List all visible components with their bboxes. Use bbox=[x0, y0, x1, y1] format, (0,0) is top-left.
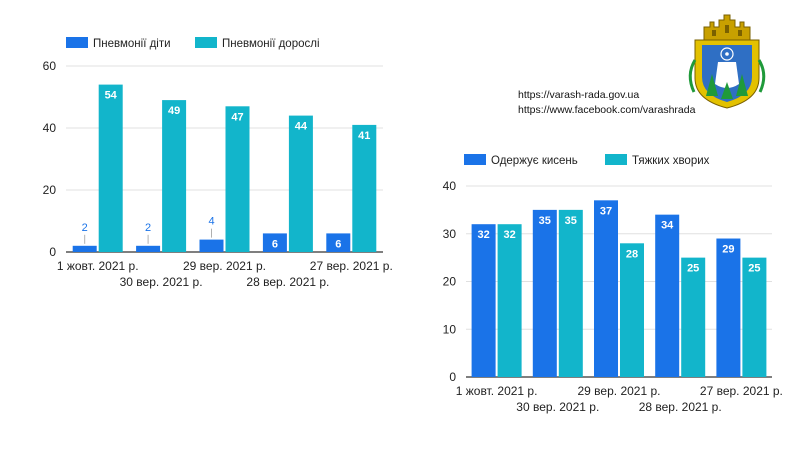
y-tick-label: 10 bbox=[443, 322, 457, 336]
chart1-x-axis: 1 жовт. 2021 р. 30 вер. 2021 р. 29 вер. 20… bbox=[57, 259, 393, 289]
legend-swatch-children bbox=[66, 37, 88, 48]
y-tick-label: 20 bbox=[43, 183, 57, 197]
legend-label-severe: Тяжких хворих bbox=[632, 155, 710, 167]
bar-series2 bbox=[225, 106, 250, 252]
data-label: 54 bbox=[105, 90, 118, 102]
pneumonia-chart: Пневмонії діти Пневмонії дорослі 0204060… bbox=[43, 37, 393, 289]
bar-series2 bbox=[497, 224, 522, 377]
data-label: 37 bbox=[600, 205, 612, 217]
x-tick-label: 30 вер. 2021 р. bbox=[120, 275, 203, 289]
chart2-value-labels: 32 32 35 35 37 28 34 25 29 25 bbox=[477, 205, 760, 274]
legend-label-oxygen: Одержує кисень bbox=[491, 155, 578, 167]
oxygen-severity-chart: Одержує кисень Тяжких хворих 0 10 20 30 40 3… bbox=[443, 154, 783, 414]
y-tick-label: 0 bbox=[49, 245, 56, 259]
y-tick-label: 30 bbox=[443, 227, 457, 241]
bar-series2 bbox=[288, 115, 313, 252]
chart1-y-axis: 0 20 40 60 bbox=[43, 59, 57, 259]
chart2-y-axis: 0 10 20 30 40 bbox=[443, 179, 457, 384]
bar-series1 bbox=[199, 239, 224, 252]
bar-series1 bbox=[326, 233, 351, 252]
data-label: 4 bbox=[208, 216, 214, 228]
data-label: 35 bbox=[565, 215, 577, 227]
x-tick-label: 28 вер. 2021 р. bbox=[639, 400, 722, 414]
data-label: 28 bbox=[626, 248, 638, 260]
data-label: 6 bbox=[272, 238, 278, 250]
bar-series1 bbox=[471, 224, 496, 377]
y-tick-label: 40 bbox=[43, 121, 57, 135]
bar-series2 bbox=[162, 100, 187, 252]
legend-swatch-adults bbox=[195, 37, 217, 48]
x-tick-label: 1 жовт. 2021 р. bbox=[456, 384, 538, 398]
data-label: 2 bbox=[145, 222, 151, 234]
data-label: 6 bbox=[335, 238, 341, 250]
coat-of-arms-icon bbox=[688, 14, 766, 109]
x-tick-label: 29 вер. 2021 р. bbox=[183, 259, 266, 273]
y-tick-label: 20 bbox=[443, 275, 457, 289]
x-tick-label: 28 вер. 2021 р. bbox=[246, 275, 329, 289]
y-tick-label: 60 bbox=[43, 59, 57, 73]
data-label: 41 bbox=[358, 130, 370, 142]
bar-series1 bbox=[72, 245, 97, 252]
data-label: 32 bbox=[503, 229, 515, 241]
data-label: 2 bbox=[82, 222, 88, 234]
bar-series2 bbox=[620, 243, 644, 377]
x-tick-label: 1 жовт. 2021 р. bbox=[57, 259, 139, 273]
bar-series1 bbox=[594, 200, 618, 377]
bar-series2 bbox=[681, 257, 706, 377]
bar-series1 bbox=[136, 245, 161, 252]
chart2-bars bbox=[471, 200, 767, 377]
website-link[interactable]: https://varash-rada.gov.ua bbox=[518, 89, 639, 101]
bar-series1 bbox=[262, 233, 287, 252]
data-label: 32 bbox=[477, 229, 489, 241]
chart1-bars bbox=[72, 84, 377, 252]
bar-series1 bbox=[716, 238, 741, 377]
chart1-legend: Пневмонії діти Пневмонії дорослі bbox=[66, 37, 320, 50]
legend-label-adults: Пневмонії дорослі bbox=[222, 38, 320, 50]
data-label: 49 bbox=[168, 105, 180, 117]
bar-series1 bbox=[532, 209, 557, 377]
x-tick-label: 29 вер. 2021 р. bbox=[578, 384, 661, 398]
y-tick-label: 0 bbox=[449, 370, 456, 384]
bar-series2 bbox=[98, 84, 123, 252]
bar-series2 bbox=[558, 209, 583, 377]
data-label: 34 bbox=[661, 220, 674, 232]
x-tick-label: 27 вер. 2021 р. bbox=[310, 259, 393, 273]
x-tick-label: 27 вер. 2021 р. bbox=[700, 384, 783, 398]
data-label: 29 bbox=[722, 244, 734, 256]
legend-swatch-severe bbox=[605, 154, 627, 165]
data-label: 44 bbox=[295, 121, 308, 133]
chart2-legend: Одержує кисень Тяжких хворих bbox=[464, 154, 710, 167]
data-label: 25 bbox=[687, 263, 699, 275]
bar-series2 bbox=[742, 257, 767, 377]
chart1-value-labels: 2 54 2 49 4 47 6 44 6 41 bbox=[82, 90, 371, 251]
y-tick-label: 40 bbox=[443, 179, 457, 193]
data-label: 47 bbox=[231, 111, 243, 123]
bar-series1 bbox=[655, 214, 680, 377]
legend-swatch-oxygen bbox=[464, 154, 486, 165]
data-label: 25 bbox=[748, 263, 760, 275]
data-label: 35 bbox=[539, 215, 551, 227]
chart2-x-axis: 1 жовт. 2021 р. 30 вер. 2021 р. 29 вер. 20… bbox=[456, 384, 783, 414]
bar-series2 bbox=[352, 124, 377, 252]
x-tick-label: 30 вер. 2021 р. bbox=[516, 400, 599, 414]
legend-label-children: Пневмонії діти bbox=[93, 38, 171, 50]
facebook-link[interactable]: https://www.facebook.com/varashrada bbox=[518, 104, 696, 116]
